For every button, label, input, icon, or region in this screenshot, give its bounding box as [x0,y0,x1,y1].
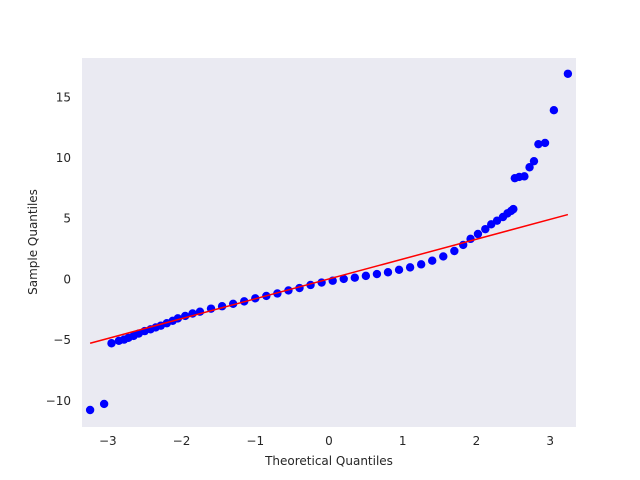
plot-area [82,58,576,427]
sample-point [85,405,95,415]
x-axis-label: Theoretical Quantiles [264,454,393,468]
sample-point [99,399,109,409]
y-tick-label: −10 [46,394,71,408]
sample-point [509,204,518,214]
y-tick-label: 0 [63,272,71,286]
x-tick-label: −1 [246,434,264,448]
y-tick-label: 5 [63,212,71,226]
sample-point [563,69,573,78]
sample-point [405,263,415,272]
sample-point [529,156,539,166]
sample-point [372,269,382,279]
sample-point [534,139,543,149]
sample-point [394,265,404,275]
x-tick-label: 3 [546,434,554,448]
y-tick-label: 15 [56,90,71,104]
sample-point [549,105,559,115]
y-axis-label: Sample Quantiles [26,189,40,295]
x-tick-label: −3 [99,434,117,448]
sample-point [416,260,426,269]
x-axis: −3 −2 −1 0 1 2 3 [99,434,554,448]
y-tick-label: 10 [56,151,71,165]
sample-point [339,274,348,284]
reference-line [89,213,569,344]
sample-point [439,252,448,261]
sample-point [350,273,360,282]
sample-point [361,271,371,281]
x-tick-label: 0 [325,434,333,448]
sample-point [473,229,483,239]
sample-point [383,268,393,277]
sample-point [520,172,529,181]
sample-point [525,163,534,172]
fit-line-layer [89,213,569,344]
x-tick-label: 2 [473,434,481,448]
sample-point [481,224,490,234]
x-tick-label: −2 [173,434,191,448]
sample-point [428,256,437,265]
sample-point [107,339,116,348]
sample-point [450,246,459,256]
y-tick-label: −5 [53,333,71,347]
x-tick-label: 1 [399,434,407,448]
y-axis: −10 −5 0 5 10 15 [46,90,71,407]
point-layer [85,69,573,415]
sample-point [540,138,550,148]
